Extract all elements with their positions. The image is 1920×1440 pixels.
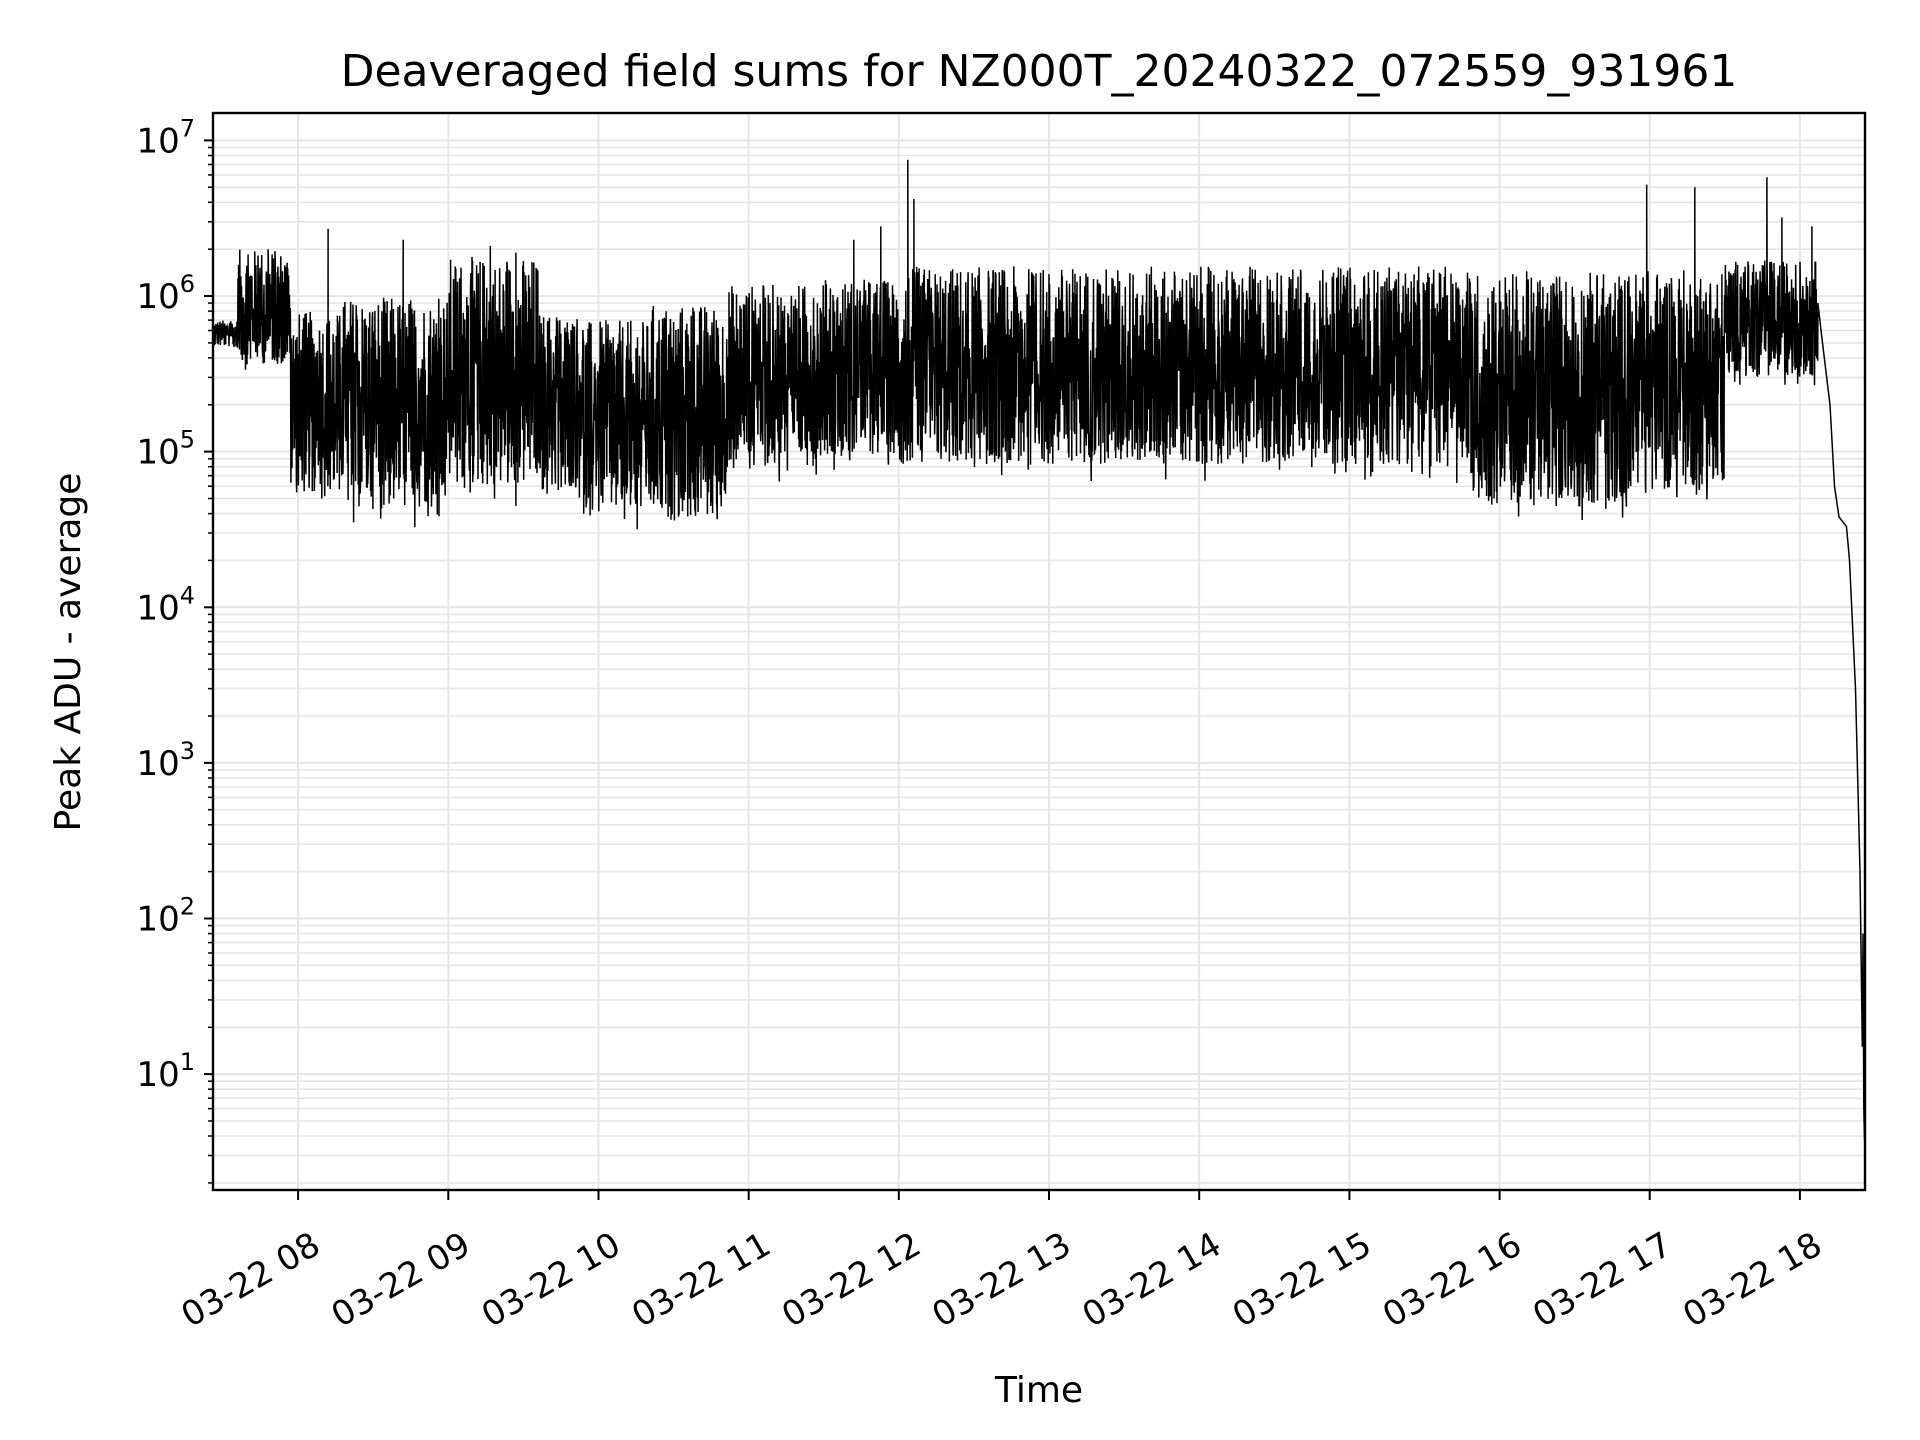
- y-tick-label: 105: [136, 426, 195, 473]
- plot-frame: [211, 111, 1867, 1192]
- y-tick-label: 101: [136, 1048, 195, 1095]
- data-series: [211, 159, 1866, 1140]
- y-axis-title: Peak ADU - average: [48, 473, 89, 832]
- chart-title: Deaveraged field sums for NZ000T_2024032…: [341, 46, 1738, 97]
- y-tick-label: 106: [136, 270, 195, 317]
- y-tick-label: 103: [136, 737, 195, 784]
- y-tick-label: 104: [136, 581, 195, 628]
- y-tick-label: 107: [136, 114, 195, 161]
- series-line: [211, 159, 1866, 1140]
- y-axis: 101 102 103 104 105 106 107: [136, 114, 213, 1184]
- x-axis-title: Time: [994, 1370, 1083, 1411]
- y-tick-label: 102: [136, 893, 195, 940]
